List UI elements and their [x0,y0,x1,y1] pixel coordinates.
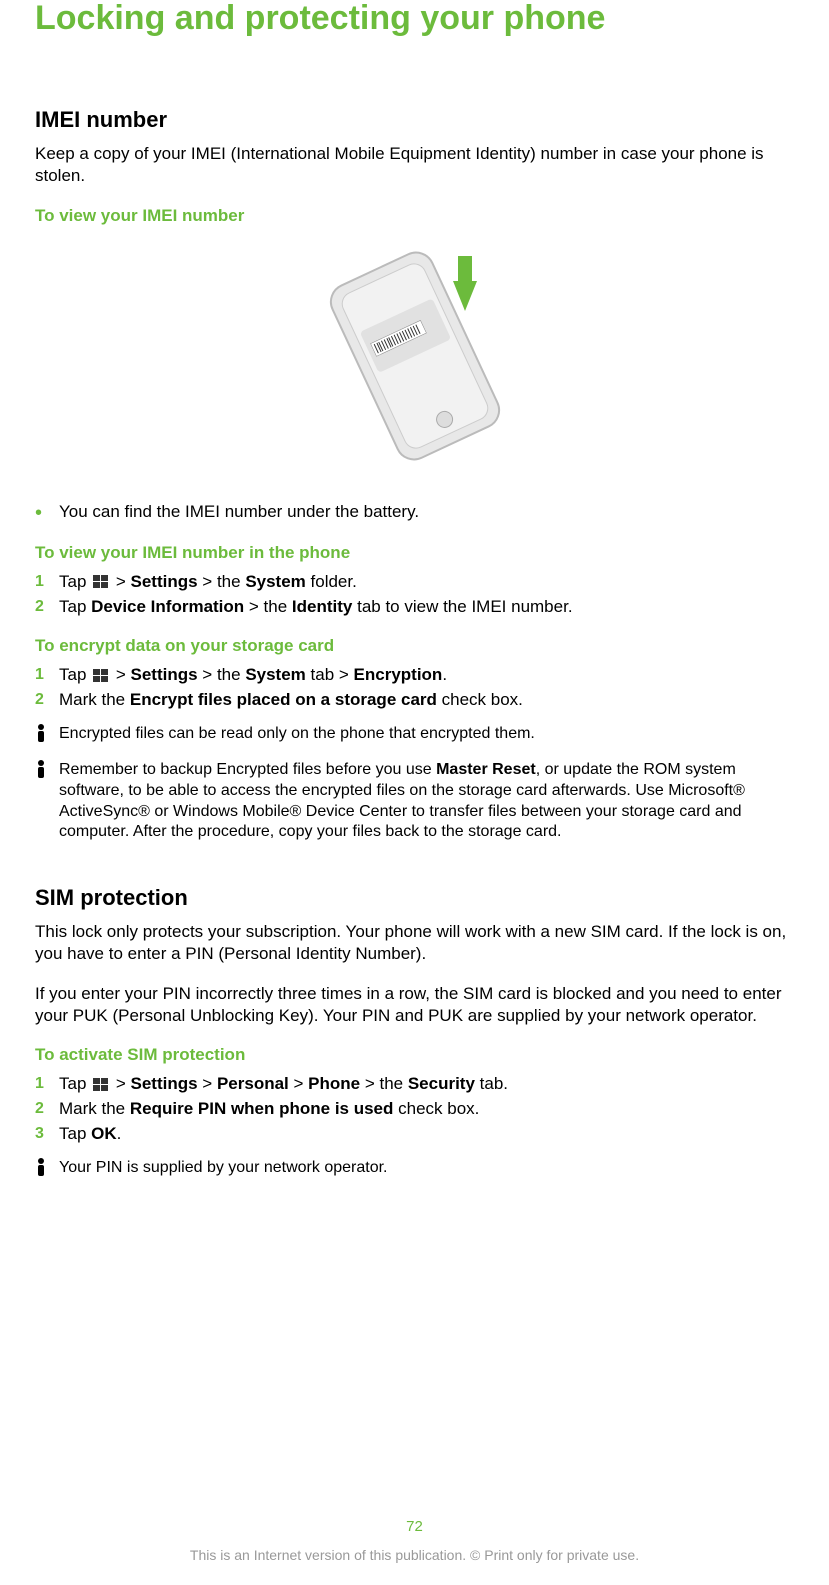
step-number: 1 [35,571,59,593]
step-number: 2 [35,1098,59,1120]
t: > [289,1074,308,1093]
important-icon [35,724,59,748]
footer-text: This is an Internet version of this publ… [0,1547,829,1563]
t: > [198,1074,217,1093]
page-number: 72 [0,1518,829,1535]
t: tab to view the IMEI number. [352,597,572,616]
note-text: Your PIN is supplied by your network ope… [59,1158,794,1179]
view-imei-in-phone-heading: To view your IMEI number in the phone [35,543,794,563]
step-number: 1 [35,1073,59,1095]
t: check box. [393,1099,479,1118]
t: > [111,665,130,684]
page-title: Locking and protecting your phone [35,0,794,37]
bullet-icon: • [35,501,59,525]
t: Encryption [354,665,443,684]
start-icon [93,1078,109,1092]
t: Tap [59,1124,91,1143]
encrypt-step-2: 2 Mark the Encrypt files placed on a sto… [35,689,794,712]
t: Encrypt files placed on a storage card [130,690,437,709]
t: Tap [59,597,91,616]
view-step-2: 2 Tap Device Information > the Identity … [35,596,794,619]
t: check box. [437,690,523,709]
important-icon [35,1158,59,1182]
step-text: Tap OK. [59,1123,794,1146]
t: Mark the [59,1099,130,1118]
t: Tap [59,665,91,684]
t: Identity [292,597,352,616]
imei-intro: Keep a copy of your IMEI (International … [35,143,794,187]
t: Device Information [91,597,244,616]
note-2: Remember to backup Encrypted files befor… [35,760,794,843]
sim-p1: This lock only protects your subscriptio… [35,921,794,965]
note-text: Encrypted files can be read only on the … [59,724,794,745]
activate-sim-heading: To activate SIM protection [35,1045,794,1065]
step-number: 2 [35,689,59,711]
step-text: Tap > Settings > the System folder. [59,571,794,594]
t: . [442,665,447,684]
step-text: Tap Device Information > the Identity ta… [59,596,794,619]
important-icon [35,760,59,784]
t: . [117,1124,122,1143]
phone-illustration [35,246,794,466]
t: Tap [59,572,91,591]
t: > [111,1074,130,1093]
view-step-1: 1 Tap > Settings > the System folder. [35,571,794,594]
note-1: Encrypted files can be read only on the … [35,724,794,748]
t: Personal [217,1074,289,1093]
step-number: 2 [35,596,59,618]
t: > [111,572,130,591]
step-text: Tap > Settings > the System tab > Encryp… [59,664,794,687]
sim-step-2: 2 Mark the Require PIN when phone is use… [35,1098,794,1121]
step-number: 3 [35,1123,59,1145]
encrypt-step-1: 1 Tap > Settings > the System tab > Encr… [35,664,794,687]
sim-heading: SIM protection [35,885,794,911]
t: tab. [475,1074,508,1093]
t: Security [408,1074,475,1093]
t: OK [91,1124,117,1143]
t: tab > [306,665,354,684]
imei-heading: IMEI number [35,107,794,133]
sim-note: Your PIN is supplied by your network ope… [35,1158,794,1182]
t: Settings [131,665,198,684]
t: Tap [59,1074,91,1093]
t: > the [198,572,246,591]
step-text: Mark the Require PIN when phone is used … [59,1098,794,1121]
step-text: Mark the Encrypt files placed on a stora… [59,689,794,712]
t: Remember to backup Encrypted files befor… [59,761,436,778]
t: Mark the [59,690,130,709]
sim-step-3: 3 Tap OK. [35,1123,794,1146]
step-text: Tap > Settings > Personal > Phone > the … [59,1073,794,1096]
encrypt-heading: To encrypt data on your storage card [35,636,794,656]
t: Master Reset [436,761,536,778]
t: System [245,572,305,591]
sim-step-1: 1 Tap > Settings > Personal > Phone > th… [35,1073,794,1096]
t: > the [360,1074,408,1093]
t: folder. [306,572,357,591]
t: > the [198,665,246,684]
start-icon [93,669,109,683]
view-imei-heading: To view your IMEI number [35,206,794,226]
imei-bullet-text: You can find the IMEI number under the b… [59,501,794,523]
start-icon [93,575,109,589]
sim-p2: If you enter your PIN incorrectly three … [35,983,794,1027]
step-number: 1 [35,664,59,686]
t: > the [244,597,292,616]
t: Require PIN when phone is used [130,1099,394,1118]
phone-back-image [290,246,540,466]
t: Settings [131,1074,198,1093]
t: Settings [131,572,198,591]
note-text: Remember to backup Encrypted files befor… [59,760,794,843]
t: Phone [308,1074,360,1093]
t: System [245,665,305,684]
imei-bullet-row: • You can find the IMEI number under the… [35,501,794,525]
